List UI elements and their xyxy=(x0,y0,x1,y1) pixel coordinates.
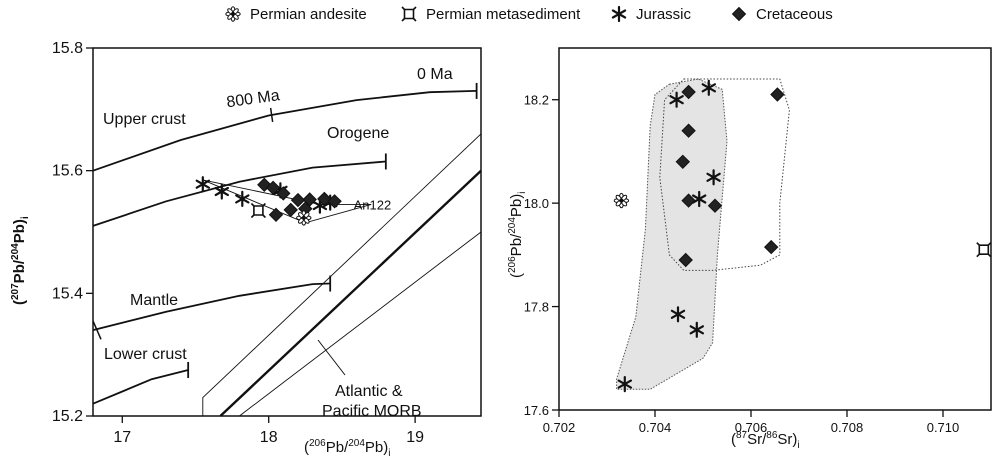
y-tick-label: 18.2 xyxy=(524,93,549,108)
diamond-marker-icon xyxy=(732,7,746,21)
morb-envelope xyxy=(202,132,482,417)
series-permian-andesite xyxy=(296,210,312,226)
legend: Permian andesite Permian metasediment Ju… xyxy=(225,5,833,23)
morb-line xyxy=(219,169,482,417)
x-tick-label: 19 xyxy=(406,429,424,446)
growth-curve xyxy=(92,369,189,405)
legend-label: Jurassic xyxy=(636,6,692,23)
morb-label-line-1: Atlantic & xyxy=(335,383,403,400)
axes: 17 18 19 15.2 15.4 15.6 15.8 xyxy=(52,40,424,446)
y-axis-title: (207Pb/204Pb)i xyxy=(10,216,31,305)
sr-pb-plot: 0.702 0.704 0.706 0.708 0.710 17.6 17.8 18.0 18.… xyxy=(507,47,992,451)
curve-label: Upper crust xyxy=(103,111,186,128)
x-tick-label: 0.702 xyxy=(543,420,576,435)
y-tick-label: 17.6 xyxy=(524,403,549,418)
legend-label: Permian andesite xyxy=(250,6,367,23)
x-axis-title: (87Sr/86Sr)i xyxy=(731,430,800,451)
legend-item-permian-andesite: Permian andesite xyxy=(225,6,367,23)
growth-curve xyxy=(92,90,477,172)
series-permian-andesite xyxy=(613,192,630,209)
star-marker-icon xyxy=(611,5,627,23)
y-axis-title: (206Pb/204Pb)i xyxy=(507,192,528,278)
morb-leader-line xyxy=(317,339,346,376)
age-label: 800 Ma xyxy=(225,87,280,111)
x-axis-title: (206Pb/204Pb)i xyxy=(304,438,390,459)
evolution-curves: Upper crust Orogene Mantle Lower crust 800 M… xyxy=(92,66,478,405)
age-label: 0 Ma xyxy=(417,66,453,83)
morb-label: Atlantic & Pacific MORB xyxy=(317,339,422,420)
series-permian-metasediment xyxy=(250,202,267,219)
plot-frame xyxy=(558,47,992,411)
y-tick-label: 15.6 xyxy=(52,163,83,180)
legend-item-cretaceous: Cretaceous xyxy=(732,6,833,23)
lead-isotope-plot: Upper crust Orogene Mantle Lower crust 800 M… xyxy=(10,40,482,459)
curve-label: Orogene xyxy=(327,125,389,142)
y-tick-label: 18.0 xyxy=(524,196,549,211)
star-point xyxy=(195,176,211,193)
x-tick-label: 17 xyxy=(113,429,131,446)
growth-curve xyxy=(92,282,331,331)
flower-point xyxy=(296,210,312,226)
legend-label: Permian metasediment xyxy=(426,6,581,23)
y-tick-label: 15.8 xyxy=(52,40,83,57)
series-permian-metasediment xyxy=(975,241,992,258)
legend-label: Cretaceous xyxy=(756,6,833,23)
diamond-point xyxy=(770,87,785,102)
data-points: An122 xyxy=(195,176,392,226)
diamond-point xyxy=(764,240,779,255)
curve-label: Lower crust xyxy=(104,346,187,363)
axes: 0.702 0.704 0.706 0.708 0.710 17.6 17.8 18.0 18.… xyxy=(524,93,960,435)
x-tick-label: 18 xyxy=(260,429,278,446)
y-tick-label: 15.2 xyxy=(52,408,83,425)
morb-field xyxy=(202,132,482,417)
y-tick-label: 17.8 xyxy=(524,300,549,315)
legend-item-jurassic: Jurassic xyxy=(611,5,692,23)
sample-label: An122 xyxy=(354,198,392,213)
y-tick-label: 15.4 xyxy=(52,285,83,302)
curve-start-tick xyxy=(92,320,102,340)
square-marker-icon xyxy=(401,6,417,22)
curve-label: Mantle xyxy=(130,292,178,309)
quad-point xyxy=(250,202,267,219)
flower-point xyxy=(613,192,630,209)
legend-item-permian-metasediment: Permian metasediment xyxy=(401,6,581,23)
x-tick-label: 0.710 xyxy=(927,420,960,435)
x-tick-label: 0.704 xyxy=(639,420,672,435)
growth-curve xyxy=(92,160,386,227)
x-tick-label: 0.706 xyxy=(735,420,768,435)
quad-point xyxy=(975,241,992,258)
age-tick xyxy=(269,107,274,123)
dotted-envelope xyxy=(659,78,790,271)
morb-label-line-2: Pacific MORB xyxy=(322,403,422,420)
x-tick-label: 0.708 xyxy=(831,420,864,435)
flower-marker-icon xyxy=(225,6,241,22)
grey-envelope xyxy=(616,78,728,390)
envelopes xyxy=(616,78,790,390)
